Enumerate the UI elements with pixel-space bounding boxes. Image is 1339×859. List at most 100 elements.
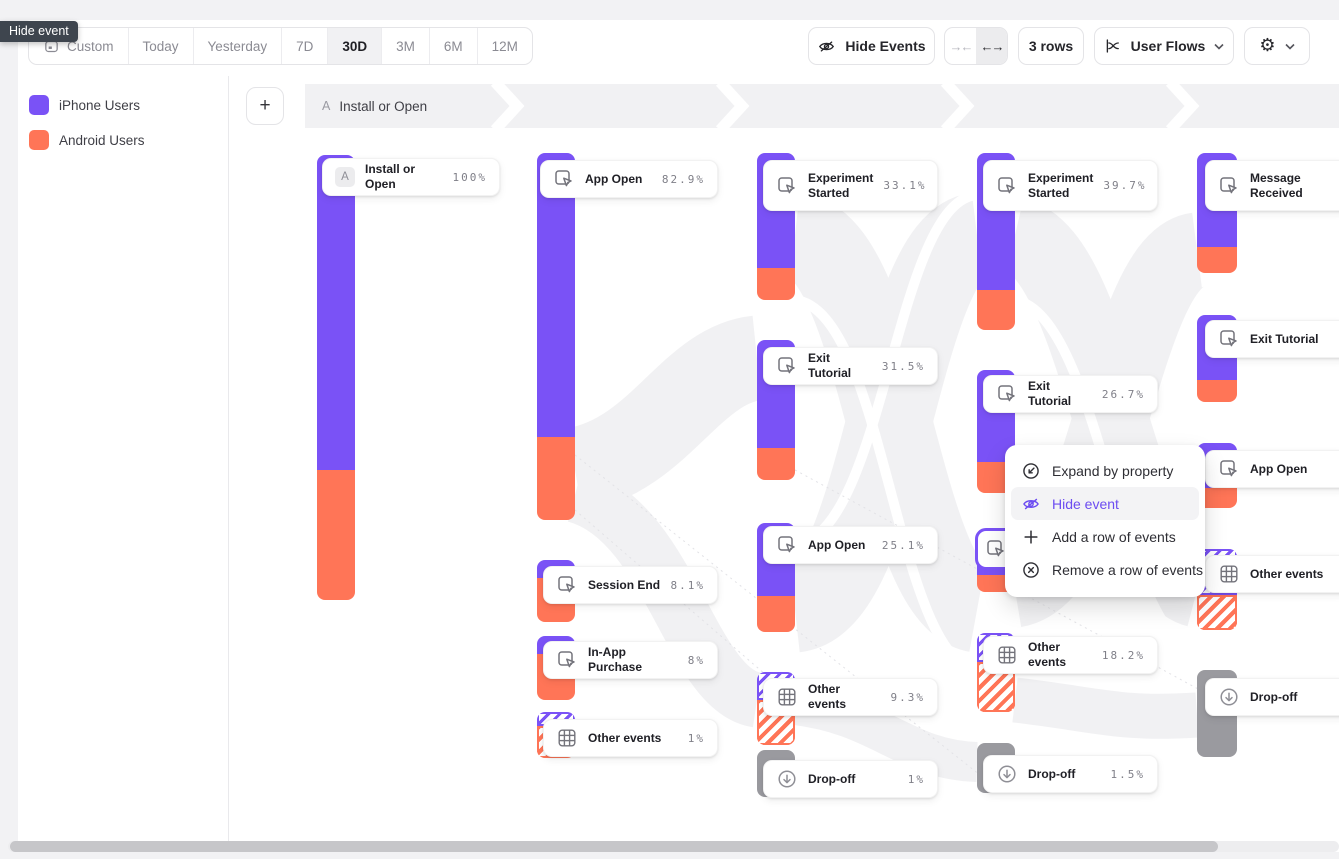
settings-dropdown[interactable]: ⚙ bbox=[1244, 27, 1310, 65]
node-card-c5-other-events[interactable]: Other events bbox=[1205, 555, 1339, 593]
menu-item-expand-by-property[interactable]: Expand by property bbox=[1011, 454, 1199, 487]
date-range-control: Custom Today Yesterday 7D 30D 3M 6M 12M bbox=[28, 27, 533, 65]
node-card-c3-app-open[interactable]: App Open 25.1% bbox=[763, 526, 938, 564]
app-event-icon bbox=[776, 534, 798, 556]
date-range-6m[interactable]: 6M bbox=[430, 28, 478, 64]
node-percentage: 1% bbox=[907, 772, 925, 786]
node-card-c2-other-events[interactable]: Other events 1% bbox=[543, 719, 718, 757]
gear-icon: ⚙ bbox=[1259, 35, 1276, 56]
node-percentage: 31.5% bbox=[881, 359, 925, 373]
node-card-c3-drop-off[interactable]: Drop-off 1% bbox=[763, 760, 938, 798]
node-card-c3-other-events[interactable]: Other events 9.3% bbox=[763, 678, 938, 716]
node-label: Experiment Started bbox=[1028, 170, 1094, 200]
node-percentage: 82.9% bbox=[661, 172, 705, 186]
step-badge: A bbox=[322, 99, 331, 113]
node-card-c2-in-app-purchase[interactable]: In-App Purchase 8% bbox=[543, 641, 718, 679]
legend-item-iphone-users[interactable]: iPhone Users bbox=[29, 95, 140, 115]
date-range-12m[interactable]: 12M bbox=[491, 38, 518, 54]
node-bar-c2-app-open[interactable] bbox=[537, 153, 575, 520]
node-card-c2-app-open[interactable]: App Open 82.9% bbox=[540, 160, 718, 198]
other-events-icon bbox=[1218, 563, 1240, 585]
node-card-c4-experiment-started[interactable]: Experiment Started 39.7% bbox=[983, 160, 1158, 211]
bar-segment bbox=[317, 470, 355, 600]
node-label: In-App Purchase bbox=[588, 645, 643, 674]
node-label: App Open bbox=[585, 171, 643, 186]
node-percentage: 100% bbox=[452, 170, 487, 184]
eye-off-icon bbox=[1023, 498, 1039, 509]
rows-count-button[interactable]: 3 rows bbox=[1018, 27, 1084, 65]
node-card-c1-install[interactable]: A Install or Open 100% bbox=[322, 158, 500, 196]
bar-segment bbox=[757, 596, 795, 632]
arrows-outward-icon: ←→ bbox=[980, 38, 1005, 54]
user-flows-icon bbox=[1106, 39, 1119, 53]
hide-events-button[interactable]: Hide Events bbox=[808, 27, 935, 65]
menu-item-remove-row[interactable]: Remove a row of events bbox=[1011, 553, 1203, 586]
drop-off-icon bbox=[776, 768, 798, 790]
date-range-3m[interactable]: 3M bbox=[382, 28, 430, 64]
chevron-down-icon bbox=[1214, 43, 1224, 50]
date-range-today[interactable]: Today bbox=[129, 28, 194, 64]
node-label: App Open bbox=[1250, 461, 1308, 476]
bar-segment bbox=[1197, 380, 1237, 402]
app-event-icon bbox=[556, 649, 578, 671]
node-card-c3-experiment-started[interactable]: Experiment Started 33.1% bbox=[763, 160, 938, 211]
expand-icon bbox=[1023, 462, 1039, 479]
date-range-30d[interactable]: 30D bbox=[328, 28, 383, 64]
plus-icon bbox=[1024, 529, 1038, 544]
node-card-c2-session-end[interactable]: Session End 8.1% bbox=[543, 566, 718, 604]
legend-item-android-users[interactable]: Android Users bbox=[29, 130, 145, 150]
node-label: Drop-off bbox=[1028, 766, 1076, 781]
node-percentage: 1.5% bbox=[1110, 767, 1145, 781]
node-label: Exit Tutorial bbox=[1028, 379, 1072, 408]
bar-segment bbox=[757, 448, 795, 480]
column-width-control: →← ←→ bbox=[944, 27, 1008, 65]
node-card-c5-app-open[interactable]: App Open bbox=[1205, 450, 1339, 488]
menu-item-add-row[interactable]: Add a row of events bbox=[1011, 520, 1199, 553]
horizontal-scrollbar-thumb[interactable] bbox=[10, 841, 1218, 852]
app-event-icon bbox=[553, 168, 575, 190]
bar-segment bbox=[1197, 488, 1237, 508]
flow-steps-banner[interactable] bbox=[305, 84, 1339, 128]
node-percentage: 9.3% bbox=[890, 690, 925, 704]
arrows-inward-icon: →← bbox=[949, 38, 974, 54]
node-bar-c1-install[interactable] bbox=[317, 155, 355, 600]
expand-columns-button[interactable]: ←→ bbox=[976, 28, 1007, 64]
menu-item-hide-event[interactable]: Hide event bbox=[1011, 487, 1199, 520]
add-step-button[interactable]: + bbox=[246, 87, 284, 125]
app-event-icon bbox=[776, 355, 798, 377]
drop-off-icon bbox=[996, 763, 1018, 785]
app-event-icon bbox=[776, 175, 798, 197]
date-range-7d[interactable]: 7D bbox=[282, 28, 329, 64]
node-label: Other events bbox=[588, 730, 662, 745]
bar-segment bbox=[1197, 595, 1237, 630]
legend-divider bbox=[228, 76, 229, 841]
event-context-menu: Expand by property Hide event Add a row … bbox=[1005, 445, 1205, 597]
iphone-users-swatch bbox=[29, 95, 49, 115]
node-percentage: 8.1% bbox=[670, 578, 705, 592]
node-percentage: 1% bbox=[687, 731, 705, 745]
node-card-c5-exit-tutorial[interactable]: Exit Tutorial bbox=[1205, 320, 1339, 358]
node-card-c4-other-events[interactable]: Other events 18.2% bbox=[983, 636, 1158, 674]
node-card-c5-message-received[interactable]: Message Received bbox=[1205, 160, 1339, 211]
node-card-c3-exit-tutorial[interactable]: Exit Tutorial 31.5% bbox=[763, 347, 938, 385]
other-events-icon bbox=[556, 727, 578, 749]
app-event-icon bbox=[996, 383, 1018, 405]
collapse-columns-button[interactable]: →← bbox=[945, 28, 976, 64]
date-range-label: Custom bbox=[67, 38, 114, 54]
chart-type-dropdown[interactable]: User Flows bbox=[1094, 27, 1234, 65]
banner-step-label: A Install or Open bbox=[322, 84, 427, 128]
node-card-c4-exit-tutorial[interactable]: Exit Tutorial 26.7% bbox=[983, 375, 1158, 413]
step-name: Install or Open bbox=[339, 98, 428, 114]
other-events-icon bbox=[776, 686, 798, 708]
drop-off-icon bbox=[1218, 686, 1240, 708]
app-event-icon bbox=[1218, 328, 1240, 350]
node-card-c5-drop-off[interactable]: Drop-off bbox=[1205, 678, 1339, 716]
node-card-c4-drop-off[interactable]: Drop-off 1.5% bbox=[983, 755, 1158, 793]
node-label: Session End bbox=[588, 577, 661, 592]
horizontal-scrollbar-track[interactable] bbox=[8, 841, 1339, 852]
date-range-yesterday[interactable]: Yesterday bbox=[194, 28, 283, 64]
node-label: Drop-off bbox=[808, 771, 856, 786]
node-label: Other events bbox=[1250, 566, 1324, 581]
